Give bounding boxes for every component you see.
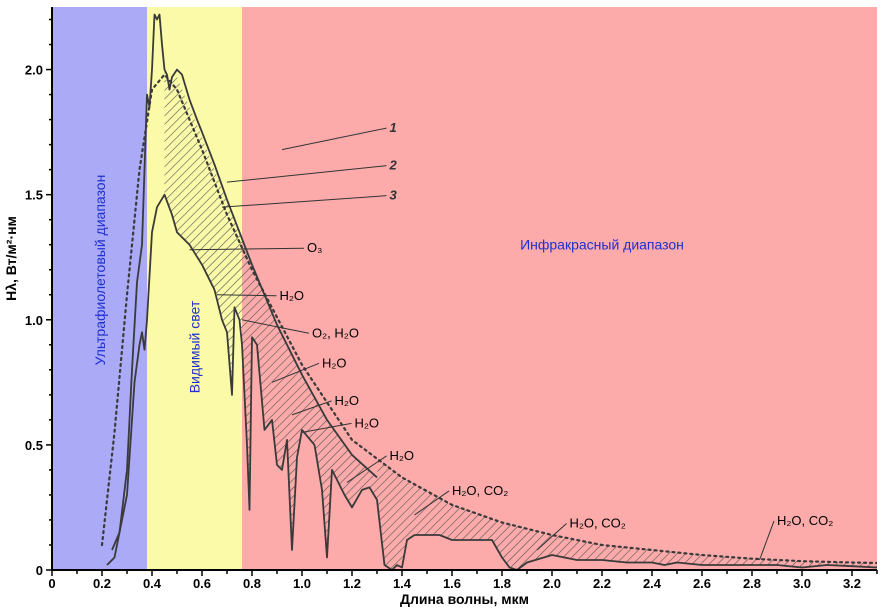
absorption-hatching [164,69,877,570]
y-tick-label: 1.5 [25,188,43,203]
x-tick-label: 2.8 [743,576,761,591]
x-axis-title: Длина волны, мкм [400,591,529,607]
absorber-label-7: H₂O [335,393,360,408]
annotation-leader-5 [241,319,310,334]
x-tick-label: 0.6 [193,576,211,591]
annotation-leader-8 [301,422,352,433]
annotation-leader-4 [216,294,277,297]
x-tick-label: 2.2 [593,576,611,591]
x-tick-label: 1.0 [293,576,311,591]
absorber-label-4: H₂O [280,288,305,303]
region-band-0 [52,7,147,570]
annotation-leaders [189,127,775,561]
region-label-uv: Ультрафиолетовый диапазон [92,175,108,366]
annotation-leader-6 [271,362,320,383]
x-tick-label: 2.0 [543,576,561,591]
x-tick-label: 2.4 [643,576,662,591]
absorber-label-10: H₂O, CO₂ [452,483,508,498]
y-tick-label: 0 [36,563,43,578]
x-tick-label: 2.6 [693,576,711,591]
x-tick-label: 1.8 [493,576,511,591]
annotation-leader-1 [226,165,387,183]
annotation-leader-2 [221,195,387,208]
annotation-leader-0 [281,127,387,151]
region-label-visible: Видимый свет [187,300,203,393]
absorber-label-8: H₂O [355,415,380,430]
x-tick-label: 3.2 [843,576,861,591]
x-tick-label: 0 [48,576,55,591]
x-tick-label: 3.0 [793,576,811,591]
annotation-leader-3 [189,247,305,251]
curve-number-label-1: 2 [389,158,398,173]
curve-number-label-0: 1 [390,120,397,135]
y-tick-label: 2.0 [25,63,43,78]
annotation-leader-7 [291,400,332,416]
curve-number-label-2: 3 [390,188,398,203]
x-tick-label: 1.4 [393,576,412,591]
region-band-2 [242,7,877,570]
absorber-label-12: H₂O, CO₂ [777,513,833,528]
absorber-label-5: O₂, H₂O [312,325,359,340]
absorber-label-11: H₂O, CO₂ [570,515,626,530]
series-line-2 [100,73,877,565]
region-label-ir: Инфракрасный диапазон [520,237,684,253]
x-tick-label: 0.4 [143,576,162,591]
annotation-leader-11 [536,523,567,551]
x-tick-label: 1.2 [343,576,361,591]
y-axis-title: Hλ, Вт/м²·нм [3,216,19,301]
x-tick-label: 1.6 [443,576,461,591]
x-tick-label: 0.8 [243,576,261,591]
absorber-label-6: H₂O [322,355,347,370]
annotation-leader-9 [346,455,387,483]
annotation-leader-12 [759,520,775,561]
x-tick-label: 0.2 [93,576,111,591]
absorber-label-3: O₃ [307,240,322,255]
series-line-3 [106,193,877,570]
chart-labels: Длина волны, мкм Hλ, Вт/м²·нм Ультрафиолет… [3,120,833,607]
absorption-hatched-area [164,69,877,570]
y-tick-label: 1.0 [25,313,43,328]
y-tick-label: 0.5 [25,438,43,453]
absorber-label-9: H₂O [390,448,415,463]
annotation-leader-10 [414,490,450,516]
axes: 0 0.2 0.4 0.6 0.8 1.0 1.2 1.4 1.6 1.8 2.0 2.2 2.4 2.6… [25,7,878,591]
series-layer [100,13,877,570]
